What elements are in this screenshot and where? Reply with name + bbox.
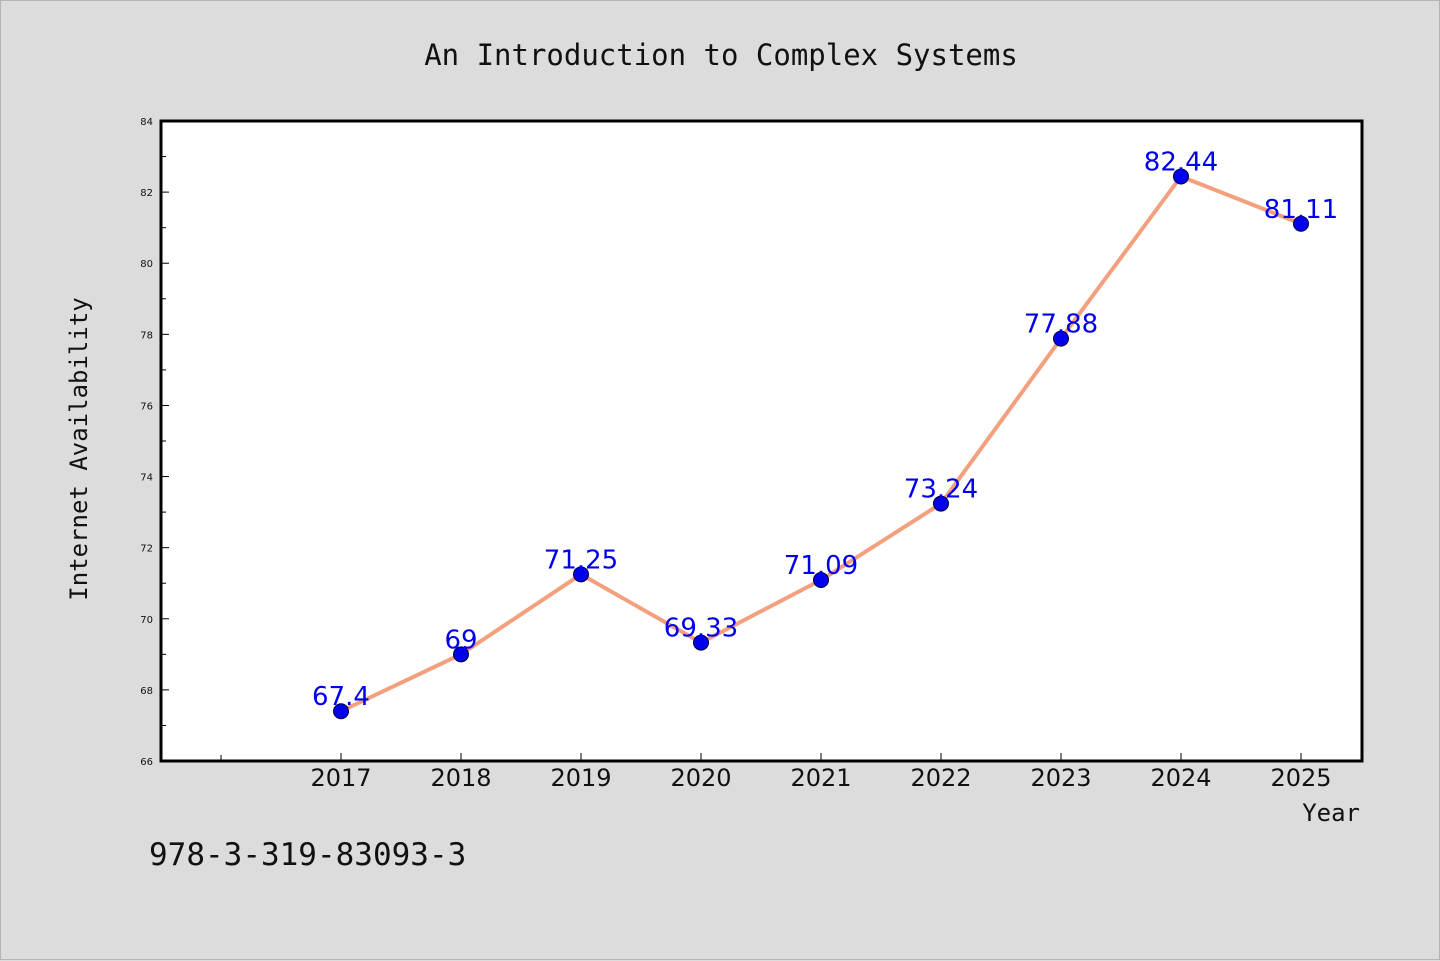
data-label: 69.33 (664, 614, 738, 644)
x-tick-label: 2017 (310, 764, 371, 792)
x-tick-label: 2021 (790, 764, 851, 792)
y-tick-label: 82 (140, 188, 153, 199)
y-tick-label: 84 (140, 117, 153, 128)
data-label-layer: 67.4 69 71.25 69.33 71.09 73.24 77.88 82.44 81.1… (312, 147, 1338, 712)
data-label: 77.88 (1024, 310, 1098, 340)
x-tick-label: 2018 (430, 764, 491, 792)
data-point (453, 646, 469, 663)
y-tick-label: 76 (140, 401, 153, 412)
data-label: 67.4 (312, 682, 370, 712)
data-label: 73.24 (904, 475, 978, 505)
y-tick-label: 72 (140, 544, 153, 555)
y-tick-label: 74 (140, 473, 153, 484)
data-point (1053, 330, 1069, 347)
y-axis: 66 68 70 72 74 76 78 80 82 84 (140, 117, 169, 768)
y-tick-label: 68 (140, 686, 153, 697)
y-tick-label: 78 (140, 330, 153, 341)
data-label: 69 (444, 625, 477, 655)
y-tick-label: 80 (140, 259, 153, 270)
data-label: 71.09 (784, 551, 858, 581)
data-point (693, 634, 709, 651)
isbn-footer: 978-3-319-83093-3 (149, 837, 466, 873)
plot-border (159, 119, 1364, 763)
series-layer (333, 168, 1309, 720)
x-tick-label: 2020 (670, 764, 731, 792)
data-label: 81.11 (1264, 195, 1338, 225)
plot-area (161, 121, 1362, 761)
y-axis-label: Internet Availability (65, 297, 93, 600)
x-axis: 2017 2018 2019 2020 2021 2022 2023 2024 2025 (220, 753, 1332, 792)
x-tick-label: 2023 (1030, 764, 1091, 792)
data-point (573, 566, 589, 583)
chart-title: An Introduction to Complex Systems (424, 38, 1018, 72)
data-point (333, 703, 349, 720)
x-tick-label: 2022 (910, 764, 971, 792)
data-point (1173, 168, 1189, 185)
data-label: 71.25 (544, 545, 618, 575)
data-point (1293, 215, 1309, 232)
x-tick-label: 2019 (550, 764, 611, 792)
y-tick-label: 66 (140, 757, 153, 768)
data-label: 82.44 (1144, 147, 1218, 177)
x-tick-label: 2024 (1150, 764, 1211, 792)
y-tick-label: 70 (140, 615, 153, 626)
data-point (933, 495, 949, 512)
x-tick-label: 2025 (1270, 764, 1331, 792)
x-axis-label: Year (1302, 799, 1360, 827)
data-point (813, 572, 829, 589)
